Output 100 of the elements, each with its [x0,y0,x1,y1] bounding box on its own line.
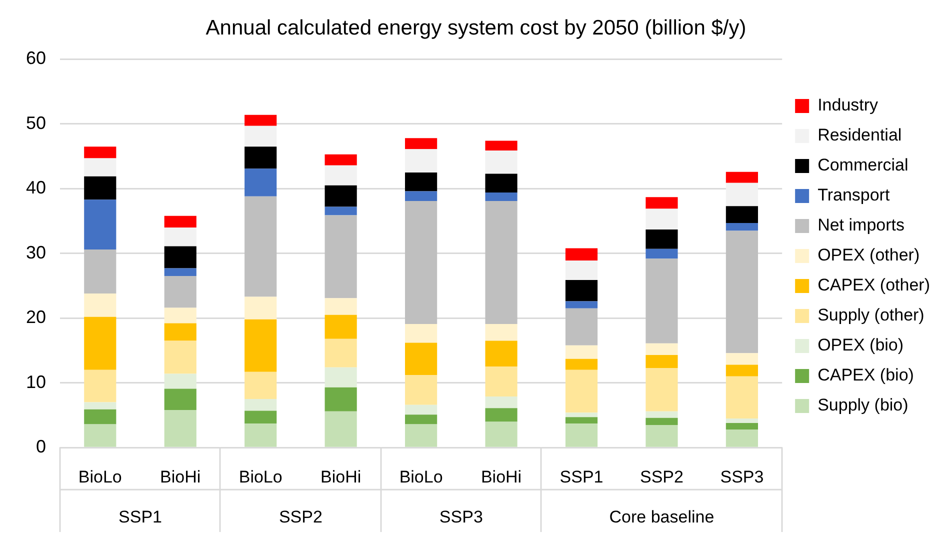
bar [646,411,678,418]
bar [485,408,518,422]
legend-label: Residential [818,126,902,145]
y-tick-label: 50 [26,112,46,133]
bar [485,324,518,341]
bar [164,410,196,447]
bar [726,364,758,376]
bar [84,250,116,294]
bar [324,206,357,216]
bar [485,340,518,367]
bar [485,174,518,193]
bar [565,345,598,359]
bar [485,366,518,396]
bar [164,268,196,276]
bar [84,370,116,402]
chart-title: Annual calculated energy system cost by 2050 (billion $/y) [206,16,746,40]
bar [164,340,196,374]
bar [565,248,598,261]
text: SSP3 [439,508,483,527]
bar [646,355,678,368]
bar [405,404,438,415]
bar [565,358,598,370]
legend-label: Transport [818,186,890,205]
bar [244,126,277,147]
bar [164,216,196,228]
bar [244,399,277,411]
bar [244,372,277,400]
bar [164,308,196,324]
bar [726,206,758,223]
bar [324,215,357,298]
bar [565,417,598,424]
bar [164,388,196,410]
bar [405,200,438,324]
bar [726,418,758,423]
bar [726,423,758,430]
legend-label: OPEX (other) [818,246,920,265]
legend-label: CAPEX (other) [818,276,930,295]
bar [244,114,277,126]
bar [485,422,518,447]
bar [164,228,196,246]
x-tick-label: SSP2 [640,467,684,486]
bar [565,424,598,447]
text: SSP2 [278,508,322,527]
bar [646,208,678,230]
bar [726,230,758,354]
bar [726,182,758,206]
bar [244,168,277,196]
y-tick-label: 10 [26,372,46,392]
bar [565,370,598,413]
legend-label: Supply (other) [818,306,924,325]
bar [324,314,357,339]
bar [726,222,758,231]
x-tick-label: BioHi [320,467,362,486]
bar [84,424,116,447]
y-tick-label: 60 [26,48,46,68]
bar [646,258,678,344]
bar [726,353,758,365]
legend-label: OPEX (bio) [818,336,904,355]
bar [324,338,357,368]
bar [244,424,277,447]
bar [726,429,758,447]
bar [405,375,438,405]
bar [485,140,518,150]
bar [84,200,116,250]
bar [244,196,277,297]
bar [485,150,518,174]
x-tick-label: BioLo [78,467,122,486]
bar [84,409,116,424]
bar [565,301,598,308]
bar [646,418,678,425]
y-tick-label: 0 [36,436,46,457]
bar [726,376,758,418]
bar [405,414,438,424]
bar [84,146,116,158]
bar [324,387,357,412]
bar [565,308,598,346]
bar [324,185,357,207]
bar [84,158,116,176]
x-tick-label: BioLo [238,467,282,486]
bar [324,165,357,186]
bar [646,248,678,259]
bar [164,246,196,268]
bar [324,411,357,447]
bar [164,276,196,308]
bar [84,294,116,317]
bar [84,316,116,370]
legend-label: CAPEX (bio) [818,366,914,385]
x-tick-label: BioLo [399,467,443,486]
legend-label: Commercial [818,156,908,175]
bar [244,146,277,169]
y-tick-label: 30 [26,242,46,262]
bar [405,424,438,447]
bar [244,319,277,372]
bar [646,343,678,356]
bar [405,172,438,192]
y-tick-label: 40 [26,178,46,198]
bar [646,197,678,209]
text: SSP1 [118,508,162,527]
bar [324,367,357,388]
bar [324,154,357,166]
